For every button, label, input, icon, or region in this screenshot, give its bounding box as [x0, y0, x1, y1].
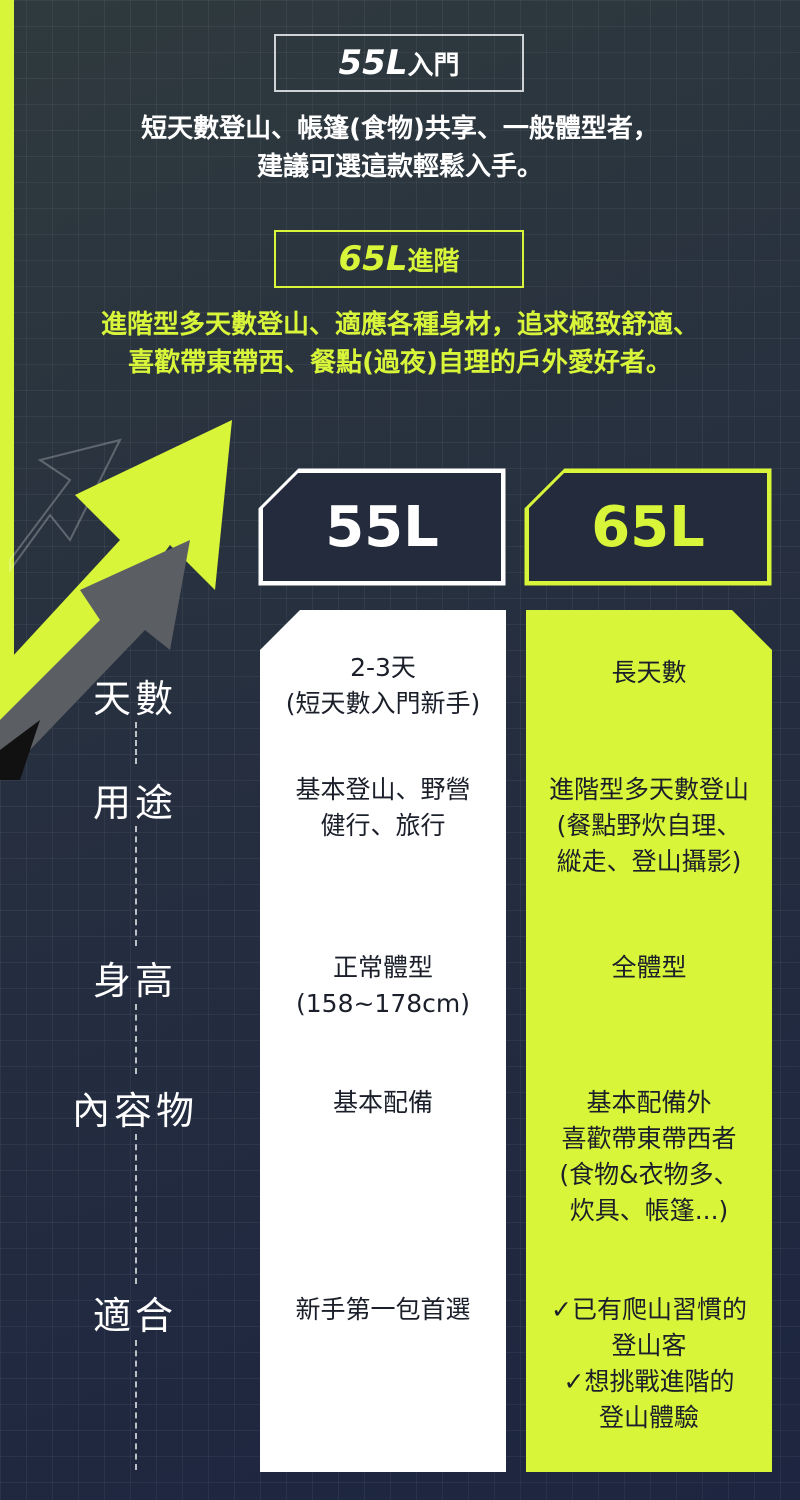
- tier-tag-suffix: 入門: [407, 50, 460, 81]
- row-divider: [135, 722, 137, 764]
- row-label-days: 天數: [92, 677, 177, 721]
- upward-arrows-graphic: [0, 420, 232, 780]
- cell-contents-65l: 基本配備外 喜歡帶東帶西者 (食物&衣物多、 炊具、帳篷...): [559, 1088, 739, 1225]
- grey-arrow-icon: [0, 540, 190, 765]
- row-label-height: 身高: [92, 959, 177, 1003]
- dark-arrow-icon: [0, 720, 40, 780]
- cell-days-55l: 2-3天 (短天數入門新手): [285, 653, 481, 718]
- cell-height-55l: 正常體型 (158~178cm): [296, 953, 470, 1018]
- cell-height-65l: 全體型: [611, 953, 687, 982]
- accent-bar: [0, 0, 14, 700]
- cell-usage-55l: 基本登山、野營 健行、旅行: [295, 775, 471, 840]
- row-label-contents: 內容物: [71, 1089, 198, 1133]
- description-line: 建議可選這款輕鬆入手。: [256, 152, 543, 182]
- description-line: 喜歡帶東帶西、餐點(過夜)自理的戶外愛好者。: [128, 348, 672, 378]
- cell-suitable-55l: 新手第一包首選: [295, 1295, 471, 1324]
- description-line: 短天數登山、帳篷(食物)共享、一般體型者，: [141, 114, 659, 144]
- cell-days-65l: 長天數: [611, 658, 687, 687]
- tier-description-55: 短天數登山、帳篷(食物)共享、一般體型者， 建議可選這款輕鬆入手。: [0, 110, 800, 186]
- column-header-65l: 65L: [526, 470, 770, 584]
- cell-suitable-65l: ✓已有爬山習慣的 登山客 ✓想挑戰進階的 登山體驗: [551, 1295, 747, 1432]
- cell-usage-65l: 進階型多天數登山 (餐點野炊自理、 縱走、登山攝影): [548, 775, 749, 876]
- tier-description-65: 進階型多天數登山、適應各種身材，追求極致舒適、 喜歡帶東帶西、餐點(過夜)自理的…: [0, 306, 800, 382]
- column-65l: 長天數 進階型多天數登山 (餐點野炊自理、 縱走、登山攝影) 全體型 基本配備外…: [526, 610, 772, 1472]
- tier-tag-55: 55L 入門: [274, 34, 524, 92]
- description-line: 進階型多天數登山、適應各種身材，追求極致舒適、: [100, 310, 699, 340]
- header-outline-65l: [524, 468, 772, 586]
- header-outline-55l: [258, 468, 506, 586]
- cell-contents-55l: 基本配備: [332, 1088, 433, 1117]
- column-header-label: 65L: [591, 494, 705, 560]
- row-divider: [135, 1340, 137, 1470]
- row-label-suitable: 適合: [92, 1294, 177, 1338]
- tier-tag-size: 65L: [338, 239, 408, 279]
- tier-tag-65: 65L 進階: [274, 230, 524, 288]
- tier-tag-suffix: 進階: [407, 246, 460, 277]
- row-divider: [135, 826, 137, 946]
- tier-tag-size: 55L: [338, 43, 408, 83]
- row-label-usage: 用途: [92, 781, 177, 825]
- row-divider: [135, 1134, 137, 1284]
- column-header-label: 55L: [325, 494, 439, 560]
- row-divider: [135, 1004, 137, 1074]
- column-55l: 2-3天 (短天數入門新手) 基本登山、野營 健行、旅行 正常體型 (158~1…: [260, 610, 506, 1472]
